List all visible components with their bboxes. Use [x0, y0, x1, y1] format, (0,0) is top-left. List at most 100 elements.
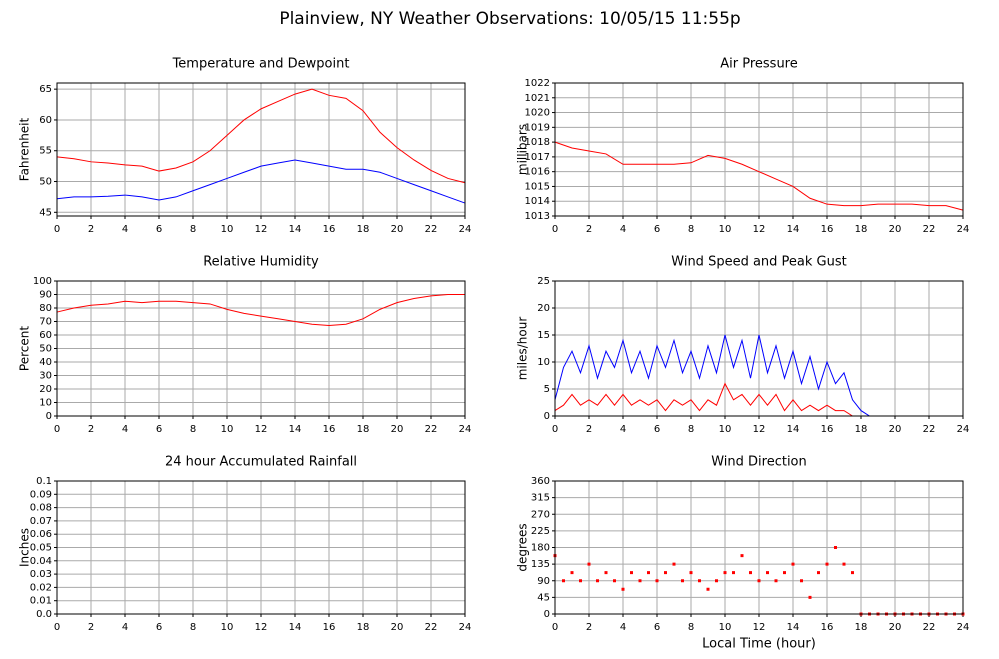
- x-tick-label: 22: [425, 424, 438, 435]
- y-tick-label: 180: [531, 543, 550, 554]
- x-tick-label: 22: [923, 424, 936, 435]
- x-tick-label: 22: [923, 622, 936, 633]
- y-tick-label: 1022: [525, 78, 550, 89]
- x-tick-label: 18: [357, 224, 370, 235]
- y-tick-label: 15: [537, 330, 550, 341]
- data-point: [630, 571, 633, 575]
- y-tick-label: 1020: [525, 108, 550, 119]
- x-tick-label: 24: [459, 424, 472, 435]
- y-tick-label: 135: [531, 559, 550, 570]
- y-tick-label: 55: [39, 146, 52, 157]
- x-tick-label: 14: [787, 224, 800, 235]
- y-tick-label: 0.05: [30, 543, 52, 554]
- x-tick-label: 6: [654, 424, 660, 435]
- x-tick-label: 0: [552, 622, 558, 633]
- chart-title: Temperature and Dewpoint: [172, 57, 350, 72]
- x-tick-label: 18: [855, 424, 868, 435]
- data-point: [638, 579, 642, 583]
- x-tick-label: 12: [255, 622, 268, 633]
- data-line: [56, 88, 466, 184]
- data-point: [766, 571, 769, 575]
- data-line: [56, 294, 465, 327]
- y-tick-label: 40: [39, 357, 52, 368]
- x-tick-label: 24: [459, 224, 472, 235]
- x-tick-label: 14: [289, 224, 302, 235]
- x-tick-label: 18: [855, 622, 868, 633]
- plot-frame: [554, 280, 964, 417]
- data-point: [681, 579, 684, 583]
- x-tick-label: 0: [54, 424, 60, 435]
- data-point: [706, 587, 710, 591]
- x-tick-label: 16: [821, 622, 834, 633]
- data-line: [56, 159, 466, 204]
- data-point: [570, 571, 574, 575]
- y-tick-label: 45: [537, 592, 550, 603]
- x-tick-label: 4: [122, 424, 128, 435]
- y-tick-label: 20: [39, 384, 52, 395]
- x-tick-label: 12: [255, 224, 268, 235]
- y-tick-label: 0.01: [30, 596, 52, 607]
- x-tick-label: 8: [190, 622, 196, 633]
- data-point: [774, 579, 778, 583]
- x-tick-label: 10: [719, 622, 732, 633]
- x-tick-label: 14: [787, 424, 800, 435]
- x-tick-label: 2: [88, 424, 94, 435]
- y-tick-label: 0.09: [30, 489, 52, 500]
- x-tick-label: 0: [54, 622, 60, 633]
- y-tick-label: 10: [39, 398, 52, 409]
- x-tick-label: 8: [190, 424, 196, 435]
- x-tick-label: 8: [190, 224, 196, 235]
- y-tick-label: 1021: [525, 93, 550, 104]
- x-tick-label: 10: [221, 224, 234, 235]
- x-tick-label: 2: [88, 224, 94, 235]
- chart-title: Air Pressure: [720, 57, 798, 72]
- y-tick-label: 0: [46, 411, 52, 422]
- chart-title: Relative Humidity: [203, 255, 319, 270]
- y-tick-label: 0: [544, 411, 550, 422]
- data-point: [715, 579, 718, 583]
- x-axis-label: Local Time (hour): [702, 637, 816, 652]
- y-tick-label: 0.0: [36, 609, 52, 620]
- x-tick-label: 6: [156, 424, 162, 435]
- x-tick-label: 24: [957, 424, 970, 435]
- x-tick-label: 16: [323, 424, 336, 435]
- y-tick-label: 0.08: [30, 503, 52, 514]
- x-tick-label: 4: [620, 622, 626, 633]
- x-tick-label: 16: [821, 424, 834, 435]
- y-tick-label: 70: [39, 317, 52, 328]
- y-tick-label: 25: [537, 276, 550, 287]
- y-tick-label: 0.04: [30, 556, 52, 567]
- x-tick-label: 18: [357, 424, 370, 435]
- x-tick-label: 14: [289, 424, 302, 435]
- x-tick-label: 0: [54, 224, 60, 235]
- y-tick-label: 1017: [525, 152, 550, 163]
- data-point: [757, 579, 761, 583]
- x-tick-label: 16: [323, 224, 336, 235]
- y-tick-label: 80: [39, 303, 52, 314]
- y-tick-label: 90: [537, 576, 550, 587]
- data-point: [562, 579, 565, 583]
- data-point: [689, 571, 693, 575]
- plot-frame: [56, 280, 466, 417]
- y-axis-label: millibars: [516, 124, 530, 175]
- x-tick-label: 6: [156, 622, 162, 633]
- chart-title: Wind Speed and Peak Gust: [671, 255, 846, 270]
- x-tick-label: 10: [719, 424, 732, 435]
- x-tick-label: 20: [391, 424, 404, 435]
- x-tick-label: 24: [957, 622, 970, 633]
- data-point: [596, 579, 599, 583]
- data-point: [817, 571, 820, 575]
- y-tick-label: 60: [39, 115, 52, 126]
- plot-frame: [554, 82, 964, 217]
- y-tick-label: 65: [39, 84, 52, 95]
- y-axis-label: miles/hour: [516, 317, 530, 381]
- x-tick-label: 2: [586, 622, 592, 633]
- x-tick-label: 6: [156, 224, 162, 235]
- chart-title: Wind Direction: [711, 455, 807, 470]
- x-tick-label: 0: [552, 224, 558, 235]
- data-point: [825, 562, 829, 566]
- y-tick-label: 50: [39, 177, 52, 188]
- y-tick-label: 315: [531, 493, 550, 504]
- data-point: [749, 571, 752, 575]
- data-point: [732, 571, 735, 575]
